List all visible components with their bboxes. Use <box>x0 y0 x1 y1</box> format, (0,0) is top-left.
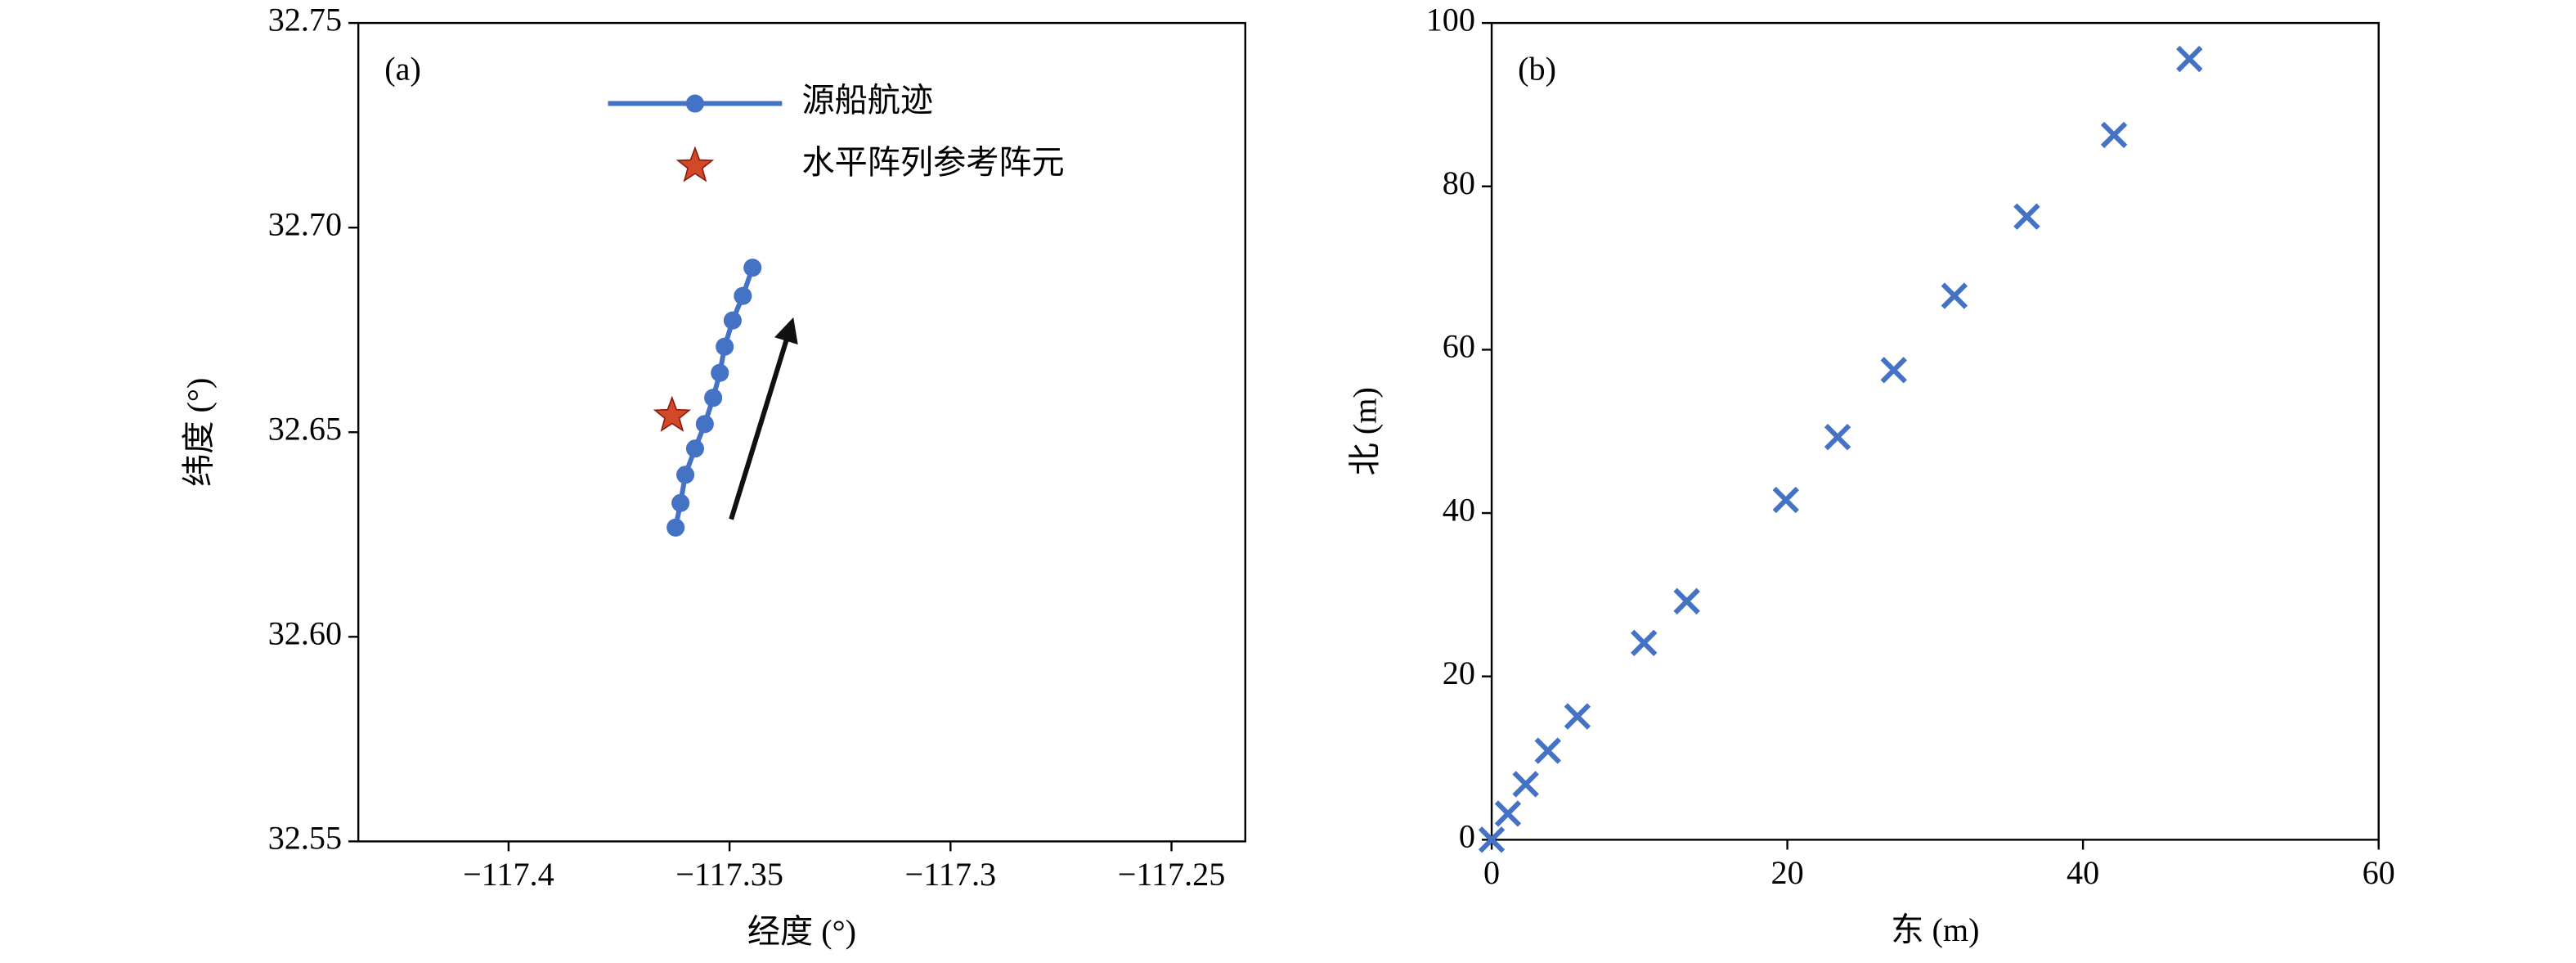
x-tick-label: −117.4 <box>463 856 554 893</box>
x-tick-label: 60 <box>2363 854 2395 891</box>
x-point <box>1512 771 1539 798</box>
y-tick-label: 32.70 <box>268 205 342 242</box>
legend-label: 源船航迹 <box>801 82 933 119</box>
y-tick-label: 32.75 <box>268 1 342 38</box>
y-tick-label: 80 <box>1443 164 1475 201</box>
y-tick-label: 20 <box>1443 655 1475 691</box>
point <box>743 259 762 277</box>
point <box>685 439 705 458</box>
x-axis-label: 经度 (°) <box>747 913 856 950</box>
point <box>711 363 729 382</box>
point <box>671 493 690 512</box>
x-point <box>1880 357 1907 384</box>
legend-marker <box>685 94 704 113</box>
x-point <box>2013 203 2040 230</box>
y-tick-label: 60 <box>1443 328 1475 365</box>
x-tick-label: 0 <box>1483 854 1500 891</box>
panel-label: (a) <box>384 51 421 88</box>
direction-arrow <box>729 317 798 520</box>
point <box>734 286 752 305</box>
x-tick-label: −117.3 <box>905 856 997 893</box>
point <box>716 337 734 356</box>
point <box>666 518 685 537</box>
panel-label: (b) <box>1518 51 1556 88</box>
star-point <box>653 395 692 432</box>
y-axis-label: 纬度 (°) <box>181 378 218 487</box>
x-tick-label: 20 <box>1771 854 1804 891</box>
y-tick-label: 32.65 <box>268 410 342 447</box>
legend-label: 水平阵列参考阵元 <box>801 144 1064 181</box>
plot-frame <box>1490 21 2380 841</box>
x-point <box>1478 826 1506 853</box>
x-point <box>1772 486 1799 514</box>
y-tick-label: 0 <box>1459 818 1475 855</box>
x-point <box>1494 800 1522 827</box>
y-axis-label: 北 (m) <box>1347 387 1384 475</box>
y-tick-label: 32.60 <box>268 615 342 652</box>
point <box>704 389 723 407</box>
x-point <box>1564 703 1591 730</box>
y-tick-label: 32.55 <box>268 820 342 857</box>
y-tick-label: 100 <box>1426 1 1475 38</box>
x-point <box>2100 121 2128 149</box>
point <box>695 415 714 434</box>
x-point <box>1534 737 1561 764</box>
x-tick-label: 40 <box>2067 854 2099 891</box>
x-point <box>1941 282 1968 309</box>
x-tick-label: −117.25 <box>1118 856 1226 893</box>
legend-marker <box>675 146 715 182</box>
x-point <box>1631 629 1658 656</box>
x-point <box>1673 587 1700 615</box>
x-point <box>1824 424 1851 451</box>
y-tick-label: 40 <box>1443 491 1475 528</box>
point <box>676 466 695 484</box>
x-tick-label: −117.35 <box>675 856 783 893</box>
point <box>723 311 742 330</box>
x-point <box>2176 45 2203 73</box>
x-axis-label: 东 (m) <box>1891 911 1979 948</box>
